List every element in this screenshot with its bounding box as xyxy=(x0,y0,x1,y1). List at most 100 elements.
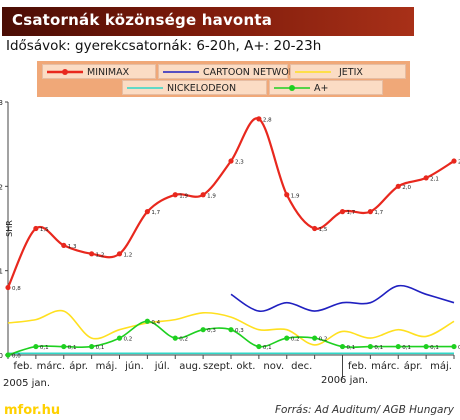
data-label-minimax: 2,3 xyxy=(235,160,244,166)
legend-item-a-plus: A+ xyxy=(269,80,383,95)
x-tick-label: szept. xyxy=(203,361,233,372)
y-tick-label: 3 xyxy=(0,99,3,107)
data-point-a xyxy=(172,335,178,341)
x-tick-label: ápr. xyxy=(404,360,423,372)
y-axis-label: SHR xyxy=(5,220,14,237)
x-tick-label: ápr. xyxy=(69,360,88,372)
data-point-a xyxy=(33,343,39,350)
data-label-minimax: 1,3 xyxy=(68,244,77,250)
data-point-minimax xyxy=(61,242,67,248)
data-label-minimax: 1,9 xyxy=(291,193,300,199)
data-point-minimax xyxy=(312,225,318,232)
data-label-a: 0,4 xyxy=(151,320,160,326)
x-tick-label: okt. xyxy=(236,361,255,372)
data-label-minimax: 0,8 xyxy=(12,286,21,292)
series-line-minimax xyxy=(7,117,455,288)
data-point-minimax xyxy=(284,192,290,198)
legend: MINIMAX CARTOON NETWORK JETIX NICKELODEO… xyxy=(37,61,410,97)
data-point-a xyxy=(423,343,429,350)
legend-swatch-cartoon-network xyxy=(163,71,199,73)
data-label-minimax: 1,5 xyxy=(40,227,49,233)
data-label-a: 0,2 xyxy=(291,337,300,343)
data-label-minimax: 1,5 xyxy=(319,227,328,233)
legend-item-jetix: JETIX xyxy=(290,64,406,79)
data-label-a: 0,3 xyxy=(235,328,244,334)
data-point-a xyxy=(116,335,123,341)
year-label-2006: 2006 jan. xyxy=(321,375,368,386)
legend-swatch-a-plus xyxy=(274,85,310,91)
year-label-2005: 2005 jan. xyxy=(3,378,50,389)
data-label-a: 0,2 xyxy=(319,337,328,343)
data-label-a: 0,1 xyxy=(347,345,356,351)
data-point-minimax xyxy=(33,225,39,232)
series-line-cartoon-network xyxy=(230,284,455,312)
data-label-minimax: 1,9 xyxy=(207,193,216,199)
legend-label-cartoon-network: CARTOON NETWORK xyxy=(203,67,302,78)
data-point-a xyxy=(256,343,262,350)
data-point-a xyxy=(395,343,401,350)
data-label-a: 0,1 xyxy=(96,345,105,351)
chart-subtitle: Idősávok: gyerekcsatornák: 6-20h, A+: 20… xyxy=(6,38,322,54)
data-point-a xyxy=(200,327,206,333)
data-point-a xyxy=(144,318,150,324)
data-point-a xyxy=(284,335,290,341)
data-label-minimax: 1,2 xyxy=(124,252,133,258)
x-tick-label: jún. xyxy=(124,360,144,372)
data-label-a: 0,3 xyxy=(207,328,216,334)
data-label-minimax: 2,3 xyxy=(458,160,460,166)
legend-swatch-minimax xyxy=(47,69,83,75)
y-tick-label: 1 xyxy=(0,268,3,276)
legend-label-minimax: MINIMAX xyxy=(87,67,130,78)
title-bar: Csatornák közönsége havonta xyxy=(2,7,414,36)
data-label-a: 0,2 xyxy=(124,337,133,343)
data-label-a: 0,1 xyxy=(263,345,272,351)
data-label-minimax: 2,0 xyxy=(402,185,411,191)
x-tick-label: feb. xyxy=(13,361,32,372)
data-label-minimax: 1,9 xyxy=(179,193,188,199)
data-label-minimax: 1,7 xyxy=(374,210,383,216)
data-point-minimax xyxy=(89,251,95,257)
data-point-a xyxy=(228,327,234,333)
x-tick-label: máj. xyxy=(430,360,452,372)
data-point-minimax xyxy=(228,158,234,164)
data-point-a xyxy=(367,343,373,350)
data-point-minimax xyxy=(116,251,123,257)
x-tick-label: feb. xyxy=(348,361,367,372)
data-label-a: 0,1 xyxy=(430,345,439,351)
data-point-a xyxy=(61,343,67,350)
data-label-a: 0,1 xyxy=(68,345,77,351)
x-tick-label: nov. xyxy=(263,361,284,372)
legend-item-minimax: MINIMAX xyxy=(42,64,156,79)
data-label-a: 0,1 xyxy=(374,345,383,351)
x-tick-label: júl. xyxy=(154,360,170,372)
data-point-a xyxy=(89,343,95,350)
data-label-a: 0,1 xyxy=(458,345,460,351)
legend-label-jetix: JETIX xyxy=(339,67,363,78)
site-logo: mfor.hu xyxy=(4,403,61,418)
data-point-minimax xyxy=(339,209,346,215)
x-tick-label: márc. xyxy=(371,360,399,372)
x-tick-label: dec. xyxy=(291,361,312,372)
data-label-minimax: 2,1 xyxy=(430,176,439,182)
data-label-minimax: 2,8 xyxy=(263,117,272,123)
data-point-a xyxy=(339,343,346,350)
y-tick-label: 0 xyxy=(0,352,3,360)
legend-label-nickelodeon: NICKELODEON xyxy=(167,83,237,94)
data-point-minimax xyxy=(200,192,206,198)
y-tick-label: 2 xyxy=(0,183,3,191)
data-label-minimax: 1,2 xyxy=(96,252,105,258)
data-point-minimax xyxy=(5,284,11,291)
x-tick-label: márc. xyxy=(37,360,65,372)
data-label-minimax: 1,7 xyxy=(347,210,356,216)
data-label-a: 0,2 xyxy=(179,337,188,343)
data-label-a: 0,1 xyxy=(402,345,411,351)
legend-swatch-nickelodeon xyxy=(127,87,163,89)
data-point-minimax xyxy=(172,192,178,198)
data-label-a: 0,0 xyxy=(12,354,21,360)
legend-item-cartoon-network: CARTOON NETWORK xyxy=(158,64,302,79)
data-label-a: 0,1 xyxy=(40,345,49,351)
data-point-a xyxy=(5,352,11,358)
chart-title: Csatornák közönsége havonta xyxy=(12,11,273,29)
x-tick-label: máj. xyxy=(96,360,118,372)
